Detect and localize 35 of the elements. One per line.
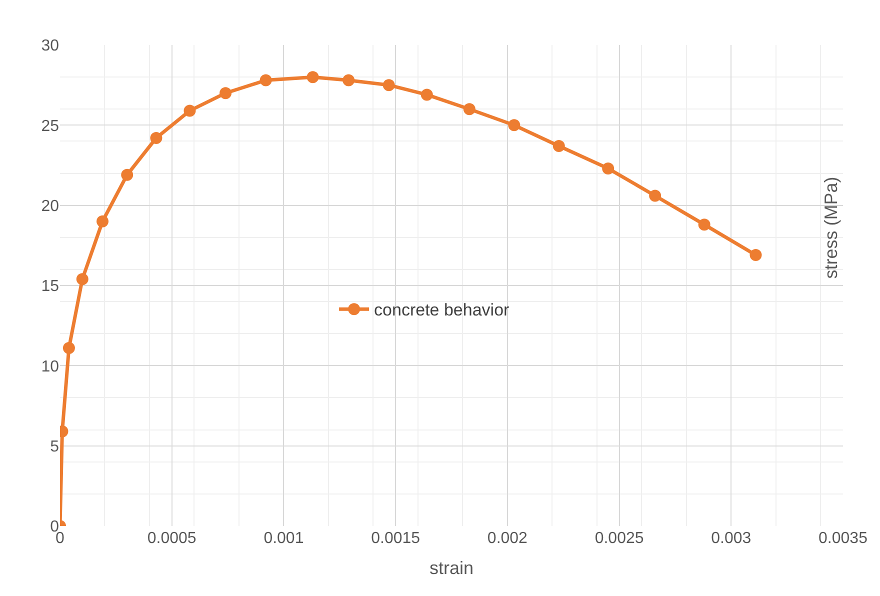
point [121,168,134,181]
y-tick-label: 20 [41,198,60,215]
y-axis-title: stress (MPa) [821,176,842,279]
legend-label: concrete behavior [374,300,510,320]
point [750,249,762,262]
point [150,132,162,144]
point [649,190,662,202]
point [76,273,88,286]
point [96,215,109,228]
point [552,140,565,152]
point [420,88,433,101]
point [342,74,355,86]
y-tick-label: 25 [41,118,60,135]
point [382,79,395,92]
point [306,71,319,84]
x-tick-label: 0.0015 [371,530,420,547]
x-tick-label: 0.0035 [818,530,868,547]
y-tick-label: 5 [50,438,60,456]
x-tick-label: 0.003 [711,530,752,547]
point [602,162,614,174]
y-tick-label: 15 [41,278,60,296]
x-tick-label: 0.0025 [594,530,644,547]
x-tick-label: 0.002 [487,530,528,547]
y-tick-label: 10 [41,358,60,376]
point [508,119,520,132]
point [463,103,476,116]
x-axis-title: strain [429,558,474,578]
point [260,74,272,86]
y-tick-label: 30 [41,38,60,55]
x-tick-label: 0.0005 [147,530,196,547]
point [184,104,196,117]
x-tick-label: 0.001 [264,530,304,547]
point [698,218,710,231]
point [62,342,75,354]
point [220,87,232,100]
